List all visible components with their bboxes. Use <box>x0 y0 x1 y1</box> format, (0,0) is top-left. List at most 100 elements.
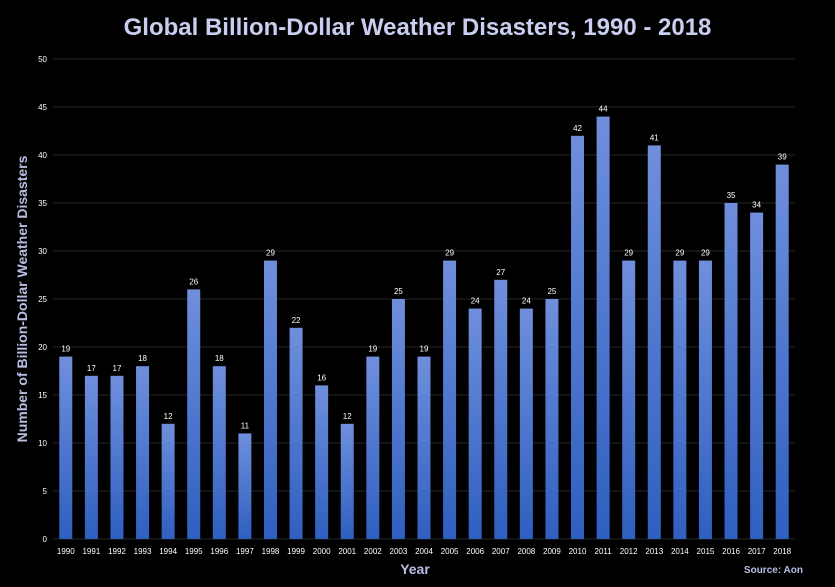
bar-2018 <box>775 164 789 539</box>
data-label-2009: 25 <box>547 287 556 296</box>
bar-1995 <box>187 289 201 539</box>
bar-1998 <box>263 260 277 539</box>
x-tick-label: 1994 <box>159 547 177 556</box>
x-tick-label: 2006 <box>466 547 484 556</box>
x-tick-label: 2012 <box>620 547 638 556</box>
chart-title: Global Billion-Dollar Weather Disasters,… <box>123 14 712 41</box>
data-label-2003: 25 <box>394 287 403 296</box>
x-tick-label: 2001 <box>338 547 356 556</box>
x-tick-label: 2015 <box>697 547 715 556</box>
x-tick-label: 2013 <box>645 547 663 556</box>
data-label-2012: 29 <box>624 249 633 258</box>
bar-2015 <box>698 260 712 539</box>
data-label-1993: 18 <box>138 354 147 363</box>
x-tick-label: 1990 <box>57 547 75 556</box>
x-tick-label: 1996 <box>210 547 228 556</box>
data-label-2017: 34 <box>752 201 761 210</box>
data-label-1998: 29 <box>266 249 275 258</box>
data-label-2008: 24 <box>522 297 531 306</box>
data-label-2002: 19 <box>368 345 377 354</box>
y-tick-label: 45 <box>38 103 47 112</box>
bar-1999 <box>289 327 303 539</box>
x-tick-label: 2002 <box>364 547 382 556</box>
x-tick-label: 2009 <box>543 547 561 556</box>
data-label-2014: 29 <box>675 249 684 258</box>
y-tick-label: 30 <box>38 247 47 256</box>
data-label-2000: 16 <box>317 373 326 382</box>
bar-1993 <box>136 366 150 539</box>
data-label-2005: 29 <box>445 249 454 258</box>
data-label-2007: 27 <box>496 268 505 277</box>
x-tick-label: 1995 <box>185 547 203 556</box>
bar-2010 <box>571 135 585 540</box>
bar-2005 <box>443 260 457 539</box>
y-tick-label: 5 <box>43 487 48 496</box>
x-tick-label: 1992 <box>108 547 126 556</box>
bar-2000 <box>315 385 329 539</box>
data-label-2010: 42 <box>573 124 582 133</box>
data-label-1995: 26 <box>189 277 198 286</box>
bar-2007 <box>494 279 508 539</box>
x-axis-label: Year <box>400 561 430 577</box>
x-tick-label: 1998 <box>262 547 280 556</box>
bar-1994 <box>161 423 175 539</box>
y-tick-label: 40 <box>38 151 47 160</box>
x-tick-label: 2004 <box>415 547 433 556</box>
data-label-1992: 17 <box>113 364 122 373</box>
y-tick-label: 0 <box>43 535 48 544</box>
x-tick-label: 2018 <box>773 547 791 556</box>
y-tick-label: 35 <box>38 199 47 208</box>
x-tick-label: 1993 <box>134 547 152 556</box>
x-tick-label: 2008 <box>517 547 535 556</box>
bar-1990 <box>59 356 73 539</box>
data-label-2018: 39 <box>778 153 787 162</box>
x-tick-label: 2003 <box>390 547 408 556</box>
x-tick-label: 2005 <box>441 547 459 556</box>
bar-2004 <box>417 356 431 539</box>
bar-2011 <box>596 116 610 539</box>
axis-ticks: 0 5 10 15 20 25 30 35 40 45 50 1990 1991 1992 1993 1994… <box>38 55 792 556</box>
bar-2002 <box>366 356 380 539</box>
y-tick-label: 10 <box>38 439 47 448</box>
x-tick-label: 2000 <box>313 547 331 556</box>
bar-2014 <box>673 260 687 539</box>
y-tick-label: 50 <box>38 55 47 64</box>
bar-2003 <box>391 299 405 539</box>
x-tick-label: 2011 <box>595 547 613 556</box>
bar-2006 <box>468 308 482 539</box>
bar-2013 <box>647 145 661 539</box>
data-label-2006: 24 <box>471 297 480 306</box>
data-labels: 19 17 17 18 12 26 18 11 29 22 16 12 19 25 19 29 24 27 24 25… <box>61 105 787 431</box>
y-tick-label: 25 <box>38 295 47 304</box>
data-label-1994: 12 <box>164 412 173 421</box>
data-label-1991: 17 <box>87 364 96 373</box>
source-note: Source: Aon <box>743 565 803 576</box>
x-tick-label: 2014 <box>671 547 689 556</box>
data-label-1996: 18 <box>215 354 224 363</box>
x-tick-label: 1991 <box>82 547 100 556</box>
x-tick-label: 2017 <box>748 547 766 556</box>
bar-2008 <box>519 308 533 539</box>
y-tick-label: 15 <box>38 391 47 400</box>
x-tick-label: 1999 <box>287 547 305 556</box>
x-tick-label: 2007 <box>492 547 510 556</box>
bar-1996 <box>212 366 226 539</box>
data-label-1999: 22 <box>292 316 301 325</box>
bar-1997 <box>238 433 252 539</box>
data-label-2004: 19 <box>420 345 429 354</box>
x-tick-label: 2010 <box>569 547 587 556</box>
bar-2017 <box>750 212 764 539</box>
bars <box>59 116 789 540</box>
bar-2001 <box>340 423 354 539</box>
y-tick-label: 20 <box>38 343 47 352</box>
bar-2016 <box>724 203 738 539</box>
x-tick-label: 2016 <box>722 547 740 556</box>
data-label-1997: 11 <box>241 421 250 430</box>
bar-1991 <box>84 375 98 539</box>
data-label-2013: 41 <box>650 133 659 142</box>
data-label-2001: 12 <box>343 412 352 421</box>
bar-1992 <box>110 375 124 539</box>
x-tick-label: 1997 <box>236 547 254 556</box>
bar-2009 <box>545 299 559 539</box>
